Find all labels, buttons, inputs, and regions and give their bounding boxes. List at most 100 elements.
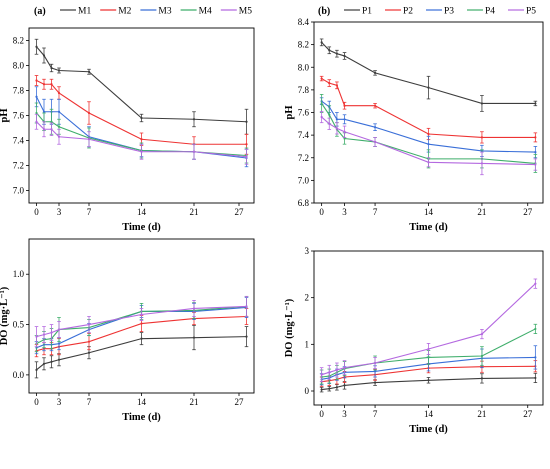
data-point (343, 54, 346, 58)
x-tick-label: 27 (235, 207, 245, 217)
data-point (42, 110, 46, 113)
y-tick-label: 0.0 (13, 370, 25, 380)
y-axis-label: pH (284, 105, 295, 119)
x-tick-label: 3 (57, 207, 62, 217)
series-m1 (34, 38, 249, 135)
data-point (343, 366, 346, 369)
data-point (57, 110, 61, 113)
y-tick-label: 7.4 (13, 136, 25, 146)
data-point (534, 163, 537, 166)
data-point (373, 140, 377, 144)
legend-label: P2 (403, 7, 413, 17)
legend-label: M5 (239, 7, 252, 17)
data-point (35, 95, 38, 98)
data-point (140, 322, 143, 325)
y-tick-label: 2 (305, 293, 310, 303)
data-point (42, 333, 46, 336)
data-point (57, 125, 61, 128)
x-tick-label: 14 (137, 397, 147, 407)
x-tick-label: 27 (235, 397, 245, 407)
legend-label: P3 (444, 7, 454, 17)
data-point (480, 136, 484, 139)
data-point (534, 282, 537, 285)
data-point (343, 384, 346, 387)
legend-label: M3 (158, 7, 171, 17)
data-point (534, 150, 537, 154)
x-axis-label: Time (d) (122, 412, 161, 423)
data-point (335, 386, 338, 389)
data-point (87, 138, 91, 141)
x-tick-label: 21 (477, 409, 486, 419)
x-tick-label: 3 (342, 409, 347, 419)
data-point (480, 162, 484, 165)
data-point (320, 388, 323, 391)
data-point (328, 81, 331, 85)
y-tick-label: 1.0 (13, 269, 25, 279)
legend: P1 P2 P3 P4 P5 (344, 7, 536, 17)
data-point (140, 116, 143, 120)
chart-panel-d-do: 0 3 7 14 21 27 0 1 2 3 Time (d) DO (mg·L⁻¹) (284, 246, 544, 435)
data-point (35, 111, 38, 115)
y-tick-label: 0.5 (13, 320, 25, 330)
x-tick-label: 3 (342, 207, 347, 217)
data-point (87, 111, 91, 115)
series-p2 (319, 360, 538, 387)
legend-label: M4 (199, 7, 212, 17)
x-tick-label: 14 (424, 409, 434, 419)
data-point (335, 118, 338, 121)
y-tick-label: 7.4 (298, 130, 310, 140)
series-line (321, 377, 536, 391)
data-point (534, 102, 537, 105)
y-tick-label: 0 (305, 386, 310, 396)
data-point (35, 45, 38, 48)
data-point (140, 150, 143, 153)
data-point (427, 356, 430, 359)
data-point (373, 71, 377, 75)
series-line (36, 80, 247, 145)
data-point (480, 332, 484, 336)
data-point (328, 122, 331, 125)
series-line (321, 365, 536, 383)
series-line (321, 100, 536, 153)
data-point (373, 381, 377, 384)
y-tick-label: 7.2 (13, 161, 24, 171)
data-point (480, 354, 484, 358)
data-point (427, 161, 430, 164)
data-point (427, 379, 430, 382)
series-m5 (34, 295, 249, 348)
data-point (320, 77, 323, 80)
data-point (192, 307, 196, 310)
series-p3 (319, 97, 538, 159)
y-tick-label: 7.2 (298, 153, 309, 163)
x-tick-label: 21 (477, 207, 486, 217)
y-tick-label: 7.6 (298, 108, 310, 118)
data-point (343, 118, 346, 121)
data-point (534, 136, 537, 139)
data-point (335, 52, 338, 55)
data-point (427, 347, 430, 351)
y-tick-label: 8.2 (298, 40, 309, 50)
panel-label: (b) (318, 6, 330, 17)
series-p2 (319, 75, 538, 144)
data-point (335, 84, 338, 87)
series-line (321, 41, 536, 104)
legend-label: P5 (526, 7, 536, 17)
data-point (343, 137, 346, 140)
chart-panel-a-ph: 0 3 7 14 21 27 7.0 7.2 7.4 7.6 7.8 8.0 8.2 Time (d) pH… (0, 6, 255, 233)
data-point (328, 371, 331, 374)
y-axis-label: DO (mg·L⁻¹) (0, 286, 10, 345)
data-point (328, 387, 331, 390)
x-tick-label: 14 (424, 207, 434, 217)
series-line (321, 78, 536, 138)
y-tick-label: 8.0 (13, 61, 25, 71)
data-point (57, 135, 61, 138)
y-tick-label: 7.8 (13, 86, 25, 96)
data-point (192, 336, 196, 339)
series-m1 (34, 325, 249, 379)
legend-label: P1 (362, 7, 372, 17)
series-line (321, 283, 536, 376)
y-tick-label: 8.4 (298, 17, 310, 27)
series-line (36, 336, 247, 371)
data-point (140, 313, 143, 316)
data-point (427, 143, 430, 146)
